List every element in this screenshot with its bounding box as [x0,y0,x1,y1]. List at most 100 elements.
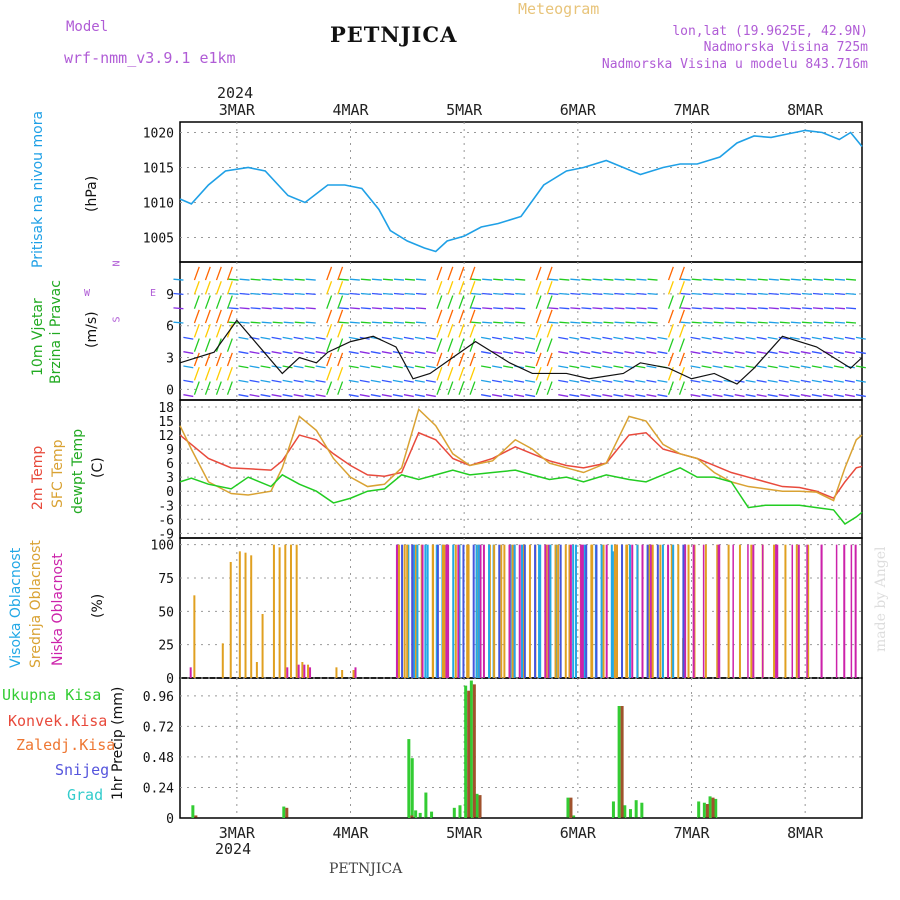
wind-arrow [425,351,436,355]
wind-arrow [326,280,333,295]
xtick-bottom-3MAR: 3MAR [219,824,256,842]
wind-arrow [811,379,822,383]
xtick-bottom-7MAR: 7MAR [673,824,710,842]
precip-total-bar [414,810,418,818]
wind-arrow [592,292,603,296]
cloud-fill-bar [523,544,526,678]
wind-arrow [404,321,416,324]
wind-arrow [326,366,333,381]
wind-arrow [591,351,602,355]
wind-arrow [436,323,443,338]
wind-arrow [360,292,371,296]
wind-arrow [493,321,504,324]
wind-arrow [603,292,614,296]
wind-arrow [228,292,239,296]
wind-arrow [315,394,326,398]
cloud-fill-bar [472,544,475,678]
wind-arrow [701,336,712,340]
wind-arrow [535,323,542,338]
wind-arrow [680,292,691,296]
sfc-label: SFC Temp [50,439,66,508]
wind-arrow [712,379,723,383]
wind-arrow [678,280,685,295]
wind-arrow [338,321,349,324]
cloud-bar-2 [581,544,584,678]
wind-arrow [381,351,392,355]
wind-arrow [436,295,443,309]
wind-arrow [723,365,734,369]
wind-arrow [657,336,668,340]
precip-unit: 1hr Precip (mm) [110,686,126,800]
wind-arrow [734,351,745,355]
cloud-bar-1 [454,544,457,678]
wind-arrow [525,379,536,383]
wind-arrow [735,292,746,296]
cloud-bar-1 [648,544,651,678]
cloud-fill-bar [610,544,613,678]
wind-arrow [436,266,443,281]
t2m-label: 2m Temp [30,445,46,510]
cloud-bar-2 [854,544,857,678]
wind-arrow [515,292,526,296]
wind-arrow [261,278,272,281]
cloud-fill-bar [534,544,537,678]
precip-conv-bar [478,795,482,818]
wind-arrow [193,295,200,309]
wind-arrow [370,365,381,369]
wind-arrow [480,351,492,355]
wind-arrow [492,394,503,398]
wind-arrow [614,321,625,324]
cloud-bar-2 [309,667,312,678]
cloud-bar-1 [307,664,310,678]
wind-arrow [581,292,592,296]
wind-arrow [469,280,476,295]
wind-arrow [613,336,624,340]
wind-arrow [238,365,249,369]
wind-arrow [458,352,465,367]
wind-arrow [591,379,602,383]
ytick-wind-9: 9 [166,288,174,303]
wind-arrow [546,338,553,352]
wind-arrow [204,338,211,352]
wind-arrow [702,278,713,281]
wind-arrow [580,379,591,383]
wind-arrow [458,381,465,395]
wind-arrow [492,351,503,355]
wind-arrow [493,307,504,310]
meteogram-caption: Meteogram [518,0,600,18]
wind-arrow [855,394,866,398]
wind-arrow [559,321,570,324]
wind-arrow [580,336,591,340]
wind-arrow [558,351,569,355]
wind-arrow [469,323,476,338]
compass-s: S [111,316,123,323]
cloud-bar-1 [261,614,264,678]
wind-arrow [403,351,414,355]
xtick-bottom-5MAR: 5MAR [446,824,483,842]
wind-arrow [558,336,569,340]
cloud-bar-2 [286,667,289,678]
wind-arrow [558,394,569,398]
cloud-low-bar [761,544,764,678]
wind-arrow [326,338,333,352]
wind-arrow [238,394,249,398]
wind-arrow [271,394,282,398]
wind-arrow [371,292,382,296]
wind-arrow [215,295,222,309]
wind-arrow [800,351,811,355]
wind-arrow [800,336,811,340]
xtick-bottom-8MAR: 8MAR [787,824,824,842]
wind-arrow [392,351,403,355]
wind-arrow [403,365,414,369]
ytick-pressure-1010: 1010 [143,197,174,212]
precip-total-bar [469,680,473,818]
wind-arrow [757,278,768,281]
cloud-bar-0 [407,544,410,678]
wind-arrow [647,292,658,296]
wind-arrow [282,351,293,355]
wind-arrow [215,381,222,395]
wind-arrow [811,351,822,355]
cloud-bar-0 [538,544,541,678]
wind-arrow [260,351,271,355]
